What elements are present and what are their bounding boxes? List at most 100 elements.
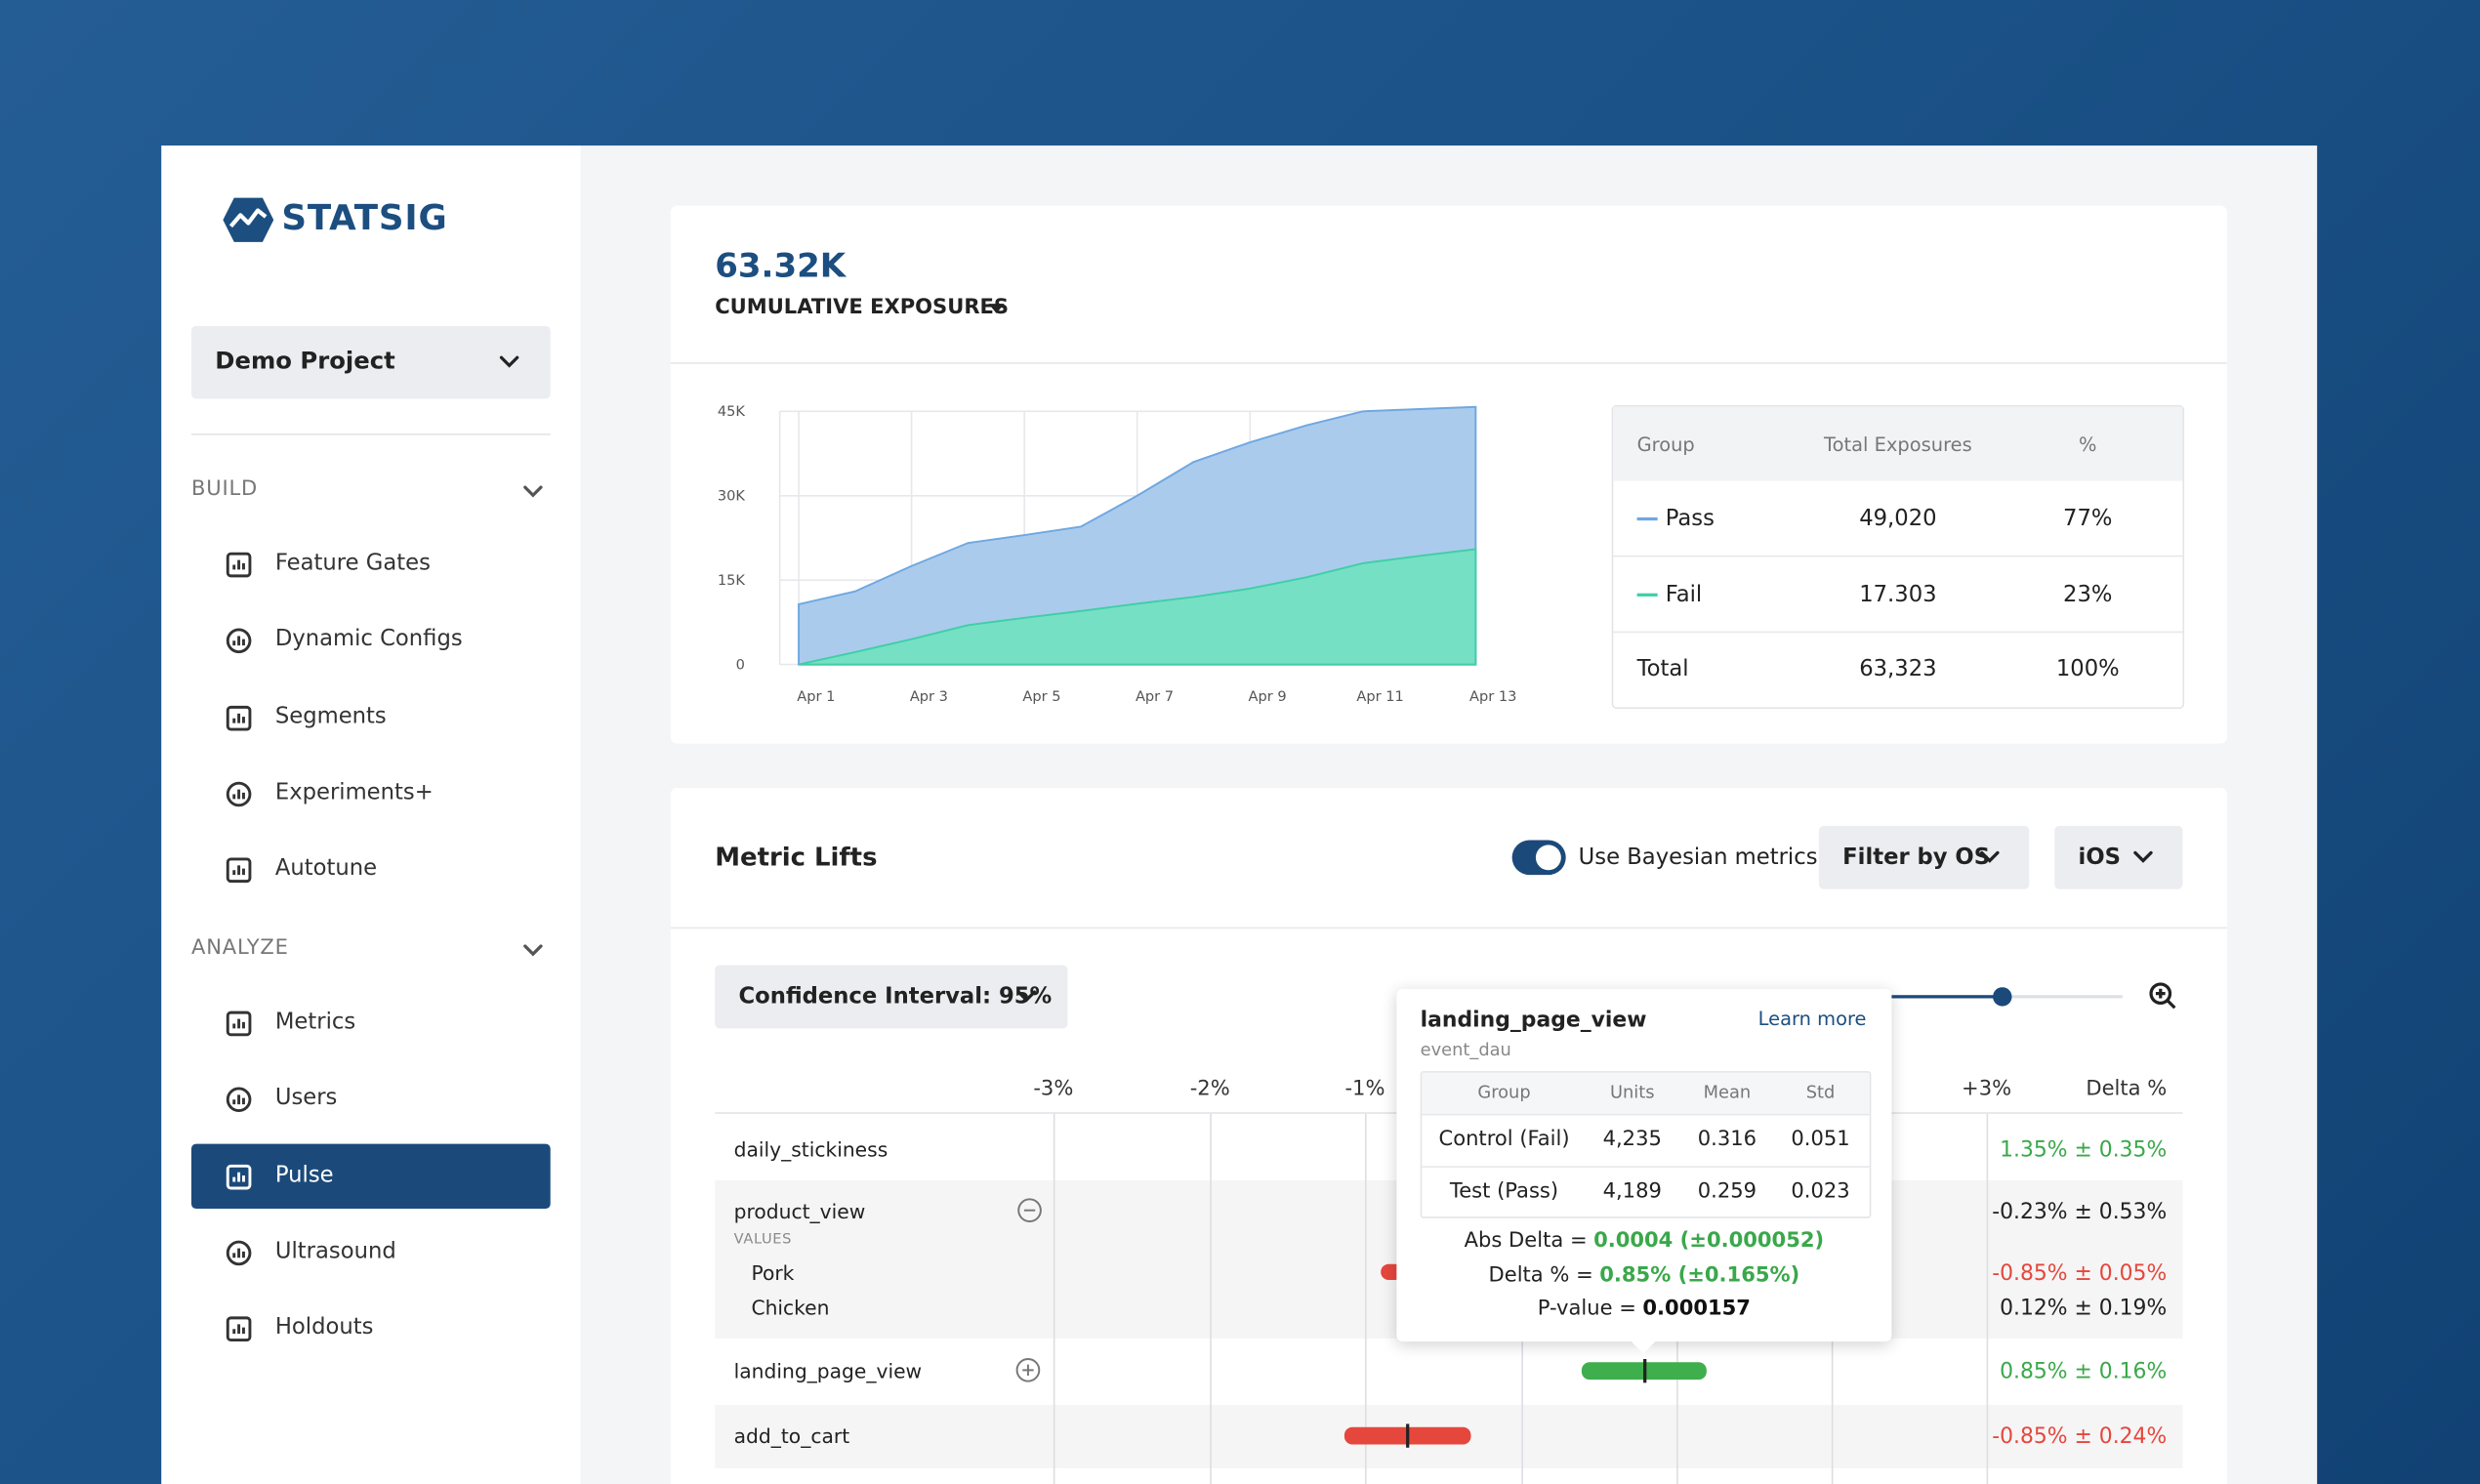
- nav-icon: [226, 705, 252, 730]
- x-tick-label: Apr 9: [1249, 688, 1287, 705]
- axis-tick-label: -1%: [1344, 1077, 1385, 1101]
- table-cell-exposures: 49,020: [1859, 506, 1937, 532]
- icon-detail: [232, 1018, 245, 1029]
- icon-detail: [232, 1094, 245, 1105]
- stat-label: Delta % =: [1488, 1262, 1593, 1288]
- table-cell-percent: 77%: [2063, 506, 2113, 532]
- table-total-label: Total: [1636, 656, 1689, 682]
- nav-item[interactable]: Autotune: [191, 838, 551, 902]
- confidence-button[interactable]: Confidence Interval: 95%: [715, 965, 1068, 1029]
- logo-line: [228, 208, 268, 228]
- icon-shape: [226, 1240, 252, 1266]
- legend-group-name: Pass: [1665, 506, 1715, 532]
- nav-item[interactable]: Segments: [191, 684, 551, 749]
- nav-item-label: Ultrasound: [274, 1238, 396, 1264]
- row-divider: [1613, 631, 2183, 634]
- value-delta: -0.85% ± 0.05%: [1992, 1260, 2168, 1287]
- nav-item[interactable]: Experiments+: [191, 761, 551, 825]
- interval-center: [1406, 1423, 1410, 1448]
- nav-icon: [226, 552, 252, 578]
- icon-circle: [1017, 1198, 1042, 1222]
- delta-header: Delta %: [2086, 1077, 2168, 1101]
- icon-detail: [232, 713, 245, 722]
- values-label: VALUES: [733, 1232, 793, 1249]
- divider: [191, 433, 551, 435]
- learn-more-link[interactable]: Learn more: [1757, 1008, 1867, 1030]
- legend-group-name: Fail: [1665, 582, 1703, 608]
- nav-icon: [226, 781, 252, 807]
- tooltip-cell: 0.316: [1697, 1128, 1757, 1152]
- metric-delta: 0.85% ± 0.16%: [2000, 1359, 2168, 1384]
- confidence-label: Confidence Interval: 95%: [738, 983, 1053, 1010]
- icon-shape: [226, 781, 252, 807]
- slider-handle: [1993, 987, 2012, 1007]
- nav-section-title[interactable]: BUILD: [191, 477, 259, 502]
- main-content: 63.32K CUMULATIVE EXPOSURES 0 15K 30K 45K Apr …: [580, 145, 2318, 1484]
- y-tick-label: 15K: [718, 572, 746, 589]
- tooltip-cell: 0.023: [1791, 1179, 1850, 1205]
- filter-button[interactable]: Filter by OS: [1818, 825, 2030, 889]
- x-tick-label: Apr 1: [797, 688, 835, 705]
- project-name: Demo Project: [215, 346, 395, 376]
- collapse-icon: [1017, 1198, 1042, 1222]
- tooltip-stat: P-value = 0.000157: [1396, 1298, 1891, 1321]
- nav-section-title[interactable]: ANALYZE: [191, 936, 289, 961]
- bayesian-label: Use Bayesian metrics: [1578, 845, 1818, 871]
- chevron-icon: [1016, 990, 1037, 1003]
- x-tick-label: Apr 11: [1356, 688, 1403, 705]
- value-name: Chicken: [751, 1296, 830, 1320]
- chevron-icon: [2133, 850, 2153, 863]
- tooltip-cell: Control (Fail): [1438, 1128, 1570, 1152]
- interval-center: [1643, 1359, 1647, 1383]
- zoom-in-icon: [2149, 982, 2172, 1006]
- exposures-chart: 0 15K 30K 45K Apr 1 Apr 3 Apr 5 Apr 7 Apr 9 Apr 1…: [718, 403, 1517, 705]
- chevron: [523, 944, 543, 957]
- metric-delta: -0.85% ± 0.24%: [1992, 1423, 2168, 1450]
- y-tick-label: 0: [736, 656, 745, 673]
- nav-item-label: Experiments+: [274, 779, 434, 805]
- filter-label: Filter by OS: [1842, 845, 1991, 871]
- icon-shape: [226, 1164, 252, 1189]
- nav-item[interactable]: Users: [191, 1067, 551, 1132]
- icon-detail: [232, 789, 245, 800]
- expand-icon: [1015, 1358, 1041, 1382]
- tooltip-header-cell: Group: [1477, 1082, 1531, 1103]
- icon-shape: [226, 705, 252, 730]
- nav-item[interactable]: Pulse: [191, 1142, 551, 1209]
- table-cell-exposures: 17.303: [1859, 582, 1937, 608]
- project-selector[interactable]: Demo Project: [191, 325, 551, 399]
- legend-swatch: [1636, 593, 1658, 597]
- metric-name: daily_stickiness: [733, 1137, 889, 1162]
- tooltip-cell: Test (Pass): [1449, 1179, 1559, 1205]
- icon-detail: [232, 559, 245, 570]
- grid-line-vertical: [1986, 1113, 1989, 1484]
- nav-item[interactable]: Feature Gates: [191, 531, 551, 596]
- nav-item[interactable]: Holdouts: [191, 1296, 551, 1360]
- nav-item[interactable]: Ultrasound: [191, 1219, 551, 1284]
- table-header-row: [1613, 406, 2183, 481]
- os-button[interactable]: iOS: [2054, 825, 2183, 889]
- nav-icon: [226, 1087, 252, 1113]
- icon-circle: [1015, 1358, 1041, 1382]
- nav-item[interactable]: Dynamic Configs: [191, 608, 551, 673]
- nav-item[interactable]: Metrics: [191, 990, 551, 1054]
- chevron: [2133, 850, 2153, 863]
- tooltip-cell: 4,235: [1602, 1128, 1662, 1152]
- icon-shape: [226, 1087, 252, 1113]
- tooltip-header-row: [1422, 1072, 1870, 1114]
- value-delta: 0.12% ± 0.19%: [2000, 1296, 2168, 1322]
- x-tick-label: Apr 13: [1469, 688, 1516, 705]
- legend-swatch: [1636, 516, 1658, 521]
- bayesian-toggle[interactable]: [1511, 840, 1566, 876]
- tooltip-cell: 4,189: [1602, 1179, 1662, 1205]
- nav-item-label: Autotune: [274, 855, 378, 882]
- stat-label: Abs Delta =: [1464, 1229, 1588, 1254]
- tooltip-stat: Abs Delta = 0.0004 (±0.000052): [1396, 1229, 1891, 1253]
- exposures-label[interactable]: CUMULATIVE EXPOSURES: [715, 296, 1010, 320]
- axis-tick-label: +3%: [1962, 1077, 2012, 1101]
- table-total-percent: 100%: [2055, 656, 2120, 682]
- nav-icon: [226, 1240, 252, 1266]
- grid-line-vertical: [1210, 1113, 1212, 1484]
- toggle-knob: [1535, 845, 1561, 871]
- nav-item-label: Holdouts: [274, 1314, 374, 1340]
